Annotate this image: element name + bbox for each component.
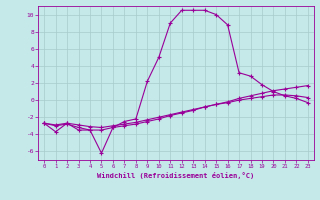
X-axis label: Windchill (Refroidissement éolien,°C): Windchill (Refroidissement éolien,°C) xyxy=(97,172,255,179)
